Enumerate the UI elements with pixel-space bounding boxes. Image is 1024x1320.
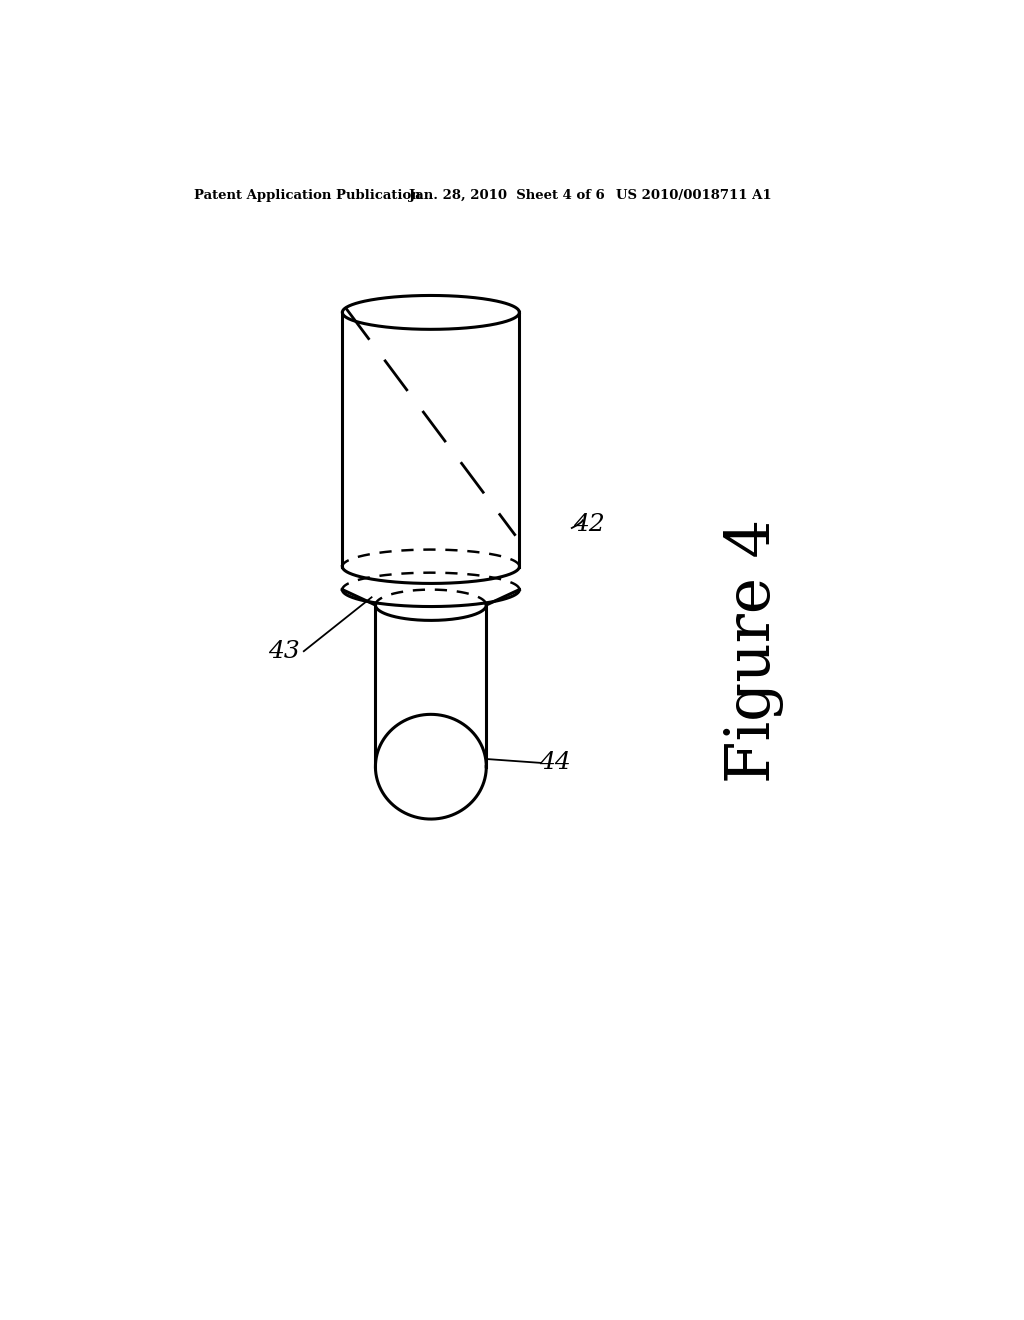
Text: 44: 44 bbox=[539, 751, 570, 775]
Text: 42: 42 bbox=[573, 512, 605, 536]
Text: Patent Application Publication: Patent Application Publication bbox=[194, 189, 421, 202]
Text: US 2010/0018711 A1: US 2010/0018711 A1 bbox=[615, 189, 771, 202]
Text: 43: 43 bbox=[268, 640, 300, 663]
Text: Jan. 28, 2010  Sheet 4 of 6: Jan. 28, 2010 Sheet 4 of 6 bbox=[410, 189, 605, 202]
Text: Figure 4: Figure 4 bbox=[724, 519, 784, 783]
